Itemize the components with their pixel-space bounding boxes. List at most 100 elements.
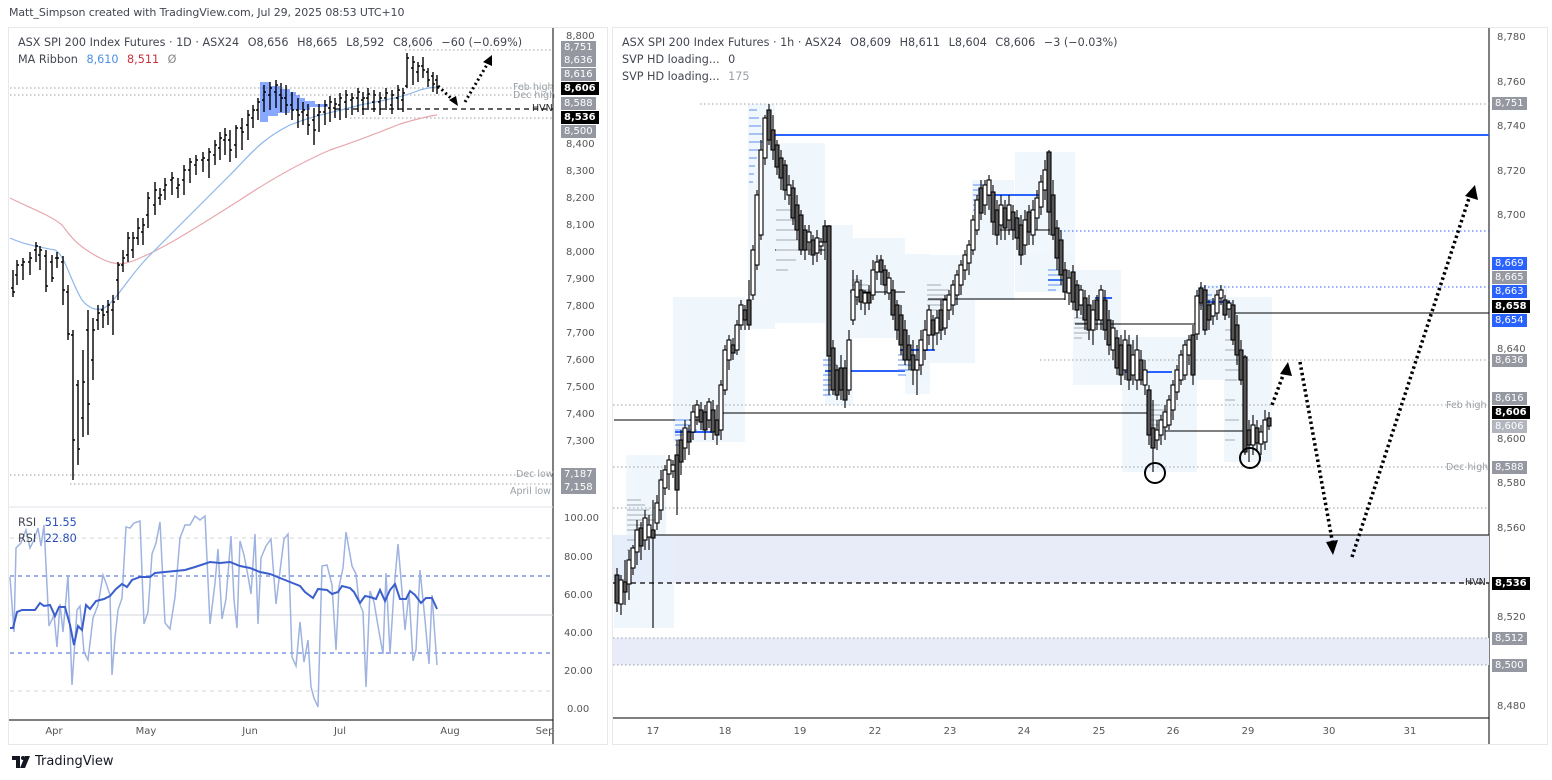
hourly-tag-8663: 8,663: [1492, 285, 1527, 298]
hourly-axis-tick: 8,780: [1497, 32, 1526, 43]
rsi-axis-tick: 80.00: [564, 552, 593, 563]
daily-axis-tick: 7,700: [566, 328, 595, 339]
hourly-projection-arrows: [1270, 194, 1472, 558]
hourly-tag-8665: 8,665: [1492, 271, 1527, 284]
rsi-axis-tick: 100.00: [564, 513, 599, 524]
hourly-tag-8669: 8,669: [1492, 257, 1527, 270]
arrow-head-down: [1326, 540, 1338, 555]
hourly-candles: [614, 104, 1272, 628]
hourly-tag-8500: 8,500: [1492, 659, 1527, 672]
svp1-label[interactable]: SVP HD loading...: [622, 53, 720, 66]
ma-fast-value: 8,610: [86, 53, 119, 66]
daily-axis-tick: 7,900: [566, 274, 595, 285]
hvn-zone: [613, 535, 1489, 583]
daily-tag-8751: 8,751: [561, 41, 596, 54]
hourly-x-tick: 24: [1017, 726, 1031, 737]
hourly-axis-tick: 8,740: [1497, 121, 1526, 132]
svp2-label[interactable]: SVP HD loading...: [622, 70, 720, 83]
hourly-tag-8636: 8,636: [1492, 354, 1527, 367]
daily-axis-tick: 8,300: [566, 166, 595, 177]
tradingview-brand: TradingView: [35, 754, 114, 769]
daily-legend: ASX SPI 200 Index Futures · 1D · ASX24 O…: [18, 34, 527, 68]
hourly-dec-high-label: Dec high: [1446, 462, 1489, 473]
daily-close: C8,606: [392, 36, 433, 49]
hourly-feb-high-label: Feb high: [1446, 400, 1487, 411]
rsi-value: 22.80: [44, 532, 77, 545]
rsi-label[interactable]: RSI: [18, 532, 37, 545]
daily-dec-high-label: Dec high: [513, 90, 556, 101]
hourly-low: L8,604: [948, 36, 987, 49]
daily-chart-panel[interactable]: [8, 27, 608, 745]
hourly-axis-tick: 8,600: [1497, 434, 1526, 445]
daily-tag-hvn: 8,536: [561, 111, 599, 124]
hourly-x-tick: 19: [793, 726, 807, 737]
daily-tag-8588: 8,588: [561, 97, 596, 110]
hourly-axis-tick: 8,760: [1497, 77, 1526, 88]
daily-feb-high-label: Feb high: [513, 82, 554, 93]
daily-x-tick: Jul: [333, 726, 347, 737]
daily-axis-tick: 8,200: [566, 193, 595, 204]
svp2-value: 175: [728, 70, 750, 83]
hourly-tag-current: 8,606: [1492, 406, 1530, 419]
rsi-axis-tick: 0.00: [567, 704, 590, 715]
rsi-axis-tick: 40.00: [564, 628, 593, 639]
rsi-axis-tick: 20.00: [564, 666, 593, 677]
hourly-x-tick: 23: [943, 726, 957, 737]
hourly-tag-hvn: 8,536: [1492, 577, 1530, 590]
hourly-tag-8751: 8,751: [1492, 97, 1527, 110]
daily-level-lines: [10, 49, 553, 485]
daily-axis-tick: 8,000: [566, 247, 595, 258]
daily-axis-tick: 7,600: [566, 355, 595, 366]
low-marker-circle: [1239, 447, 1261, 469]
ma-ribbon-label[interactable]: MA Ribbon: [18, 53, 78, 66]
hourly-axis-tick: 8,580: [1497, 478, 1526, 489]
daily-x-tick: Apr: [45, 726, 63, 737]
hourly-hvn-label: HVN: [1465, 577, 1486, 588]
daily-open: O8,656: [247, 36, 289, 49]
daily-x-tick: Aug: [440, 726, 460, 737]
hourly-x-tick: 30: [1322, 726, 1336, 737]
hourly-change: −3 (−0.03%): [1043, 36, 1118, 49]
daily-axis-tick: 8,400: [566, 139, 595, 150]
ma-fast-line: [9, 86, 438, 310]
hourly-axis-tick: 8,640: [1497, 344, 1526, 355]
hourly-x-tick: 25: [1092, 726, 1106, 737]
rsi-value: 51.55: [44, 516, 77, 529]
daily-axis-tick: 7,300: [566, 436, 595, 447]
ma-slow-line: [9, 114, 438, 265]
daily-axis-tick: 7,400: [566, 409, 595, 420]
hourly-x-tick: 18: [718, 726, 732, 737]
hourly-x-tick: 22: [868, 726, 882, 737]
arrow-head-up: [1280, 362, 1292, 376]
rsi-fast-line: [9, 514, 438, 708]
hourly-legend: ASX SPI 200 Index Futures · 1h · ASX24 O…: [622, 34, 1123, 85]
hourly-close: C8,606: [995, 36, 1036, 49]
hourly-axis-tick: 8,700: [1497, 210, 1526, 221]
daily-projection-arrows: [436, 55, 492, 106]
daily-x-tick: Sep: [535, 726, 555, 737]
daily-x-tick: May: [135, 726, 157, 737]
rsi-slow-line: [10, 560, 438, 646]
hourly-tag-8606-alt: 8,606: [1492, 420, 1527, 433]
low-marker-circle: [1144, 462, 1166, 484]
svp1-value: 0: [728, 53, 736, 66]
ma-slow-value: 8,511: [127, 53, 160, 66]
hourly-tag-8654: 8,654: [1492, 314, 1527, 327]
hourly-x-tick: 17: [646, 726, 660, 737]
rsi-label[interactable]: RSI: [18, 516, 37, 529]
daily-low: L8,592: [346, 36, 385, 49]
daily-april-low-label: April low: [510, 486, 551, 497]
hourly-high: H8,611: [899, 36, 941, 49]
daily-tag-dec-low: 7,187: [561, 468, 596, 481]
tradingview-footer[interactable]: TradingView: [12, 754, 114, 769]
daily-high: H8,665: [297, 36, 338, 49]
hourly-axis-tick: 8,720: [1497, 166, 1526, 177]
hourly-tag-8616: 8,616: [1492, 392, 1527, 405]
daily-axis-tick: 8,100: [566, 220, 595, 231]
arrow-head-up-large: [1465, 185, 1478, 200]
daily-tag-8500: 8,500: [561, 125, 596, 138]
daily-change: −60 (−0.69%): [441, 36, 523, 49]
